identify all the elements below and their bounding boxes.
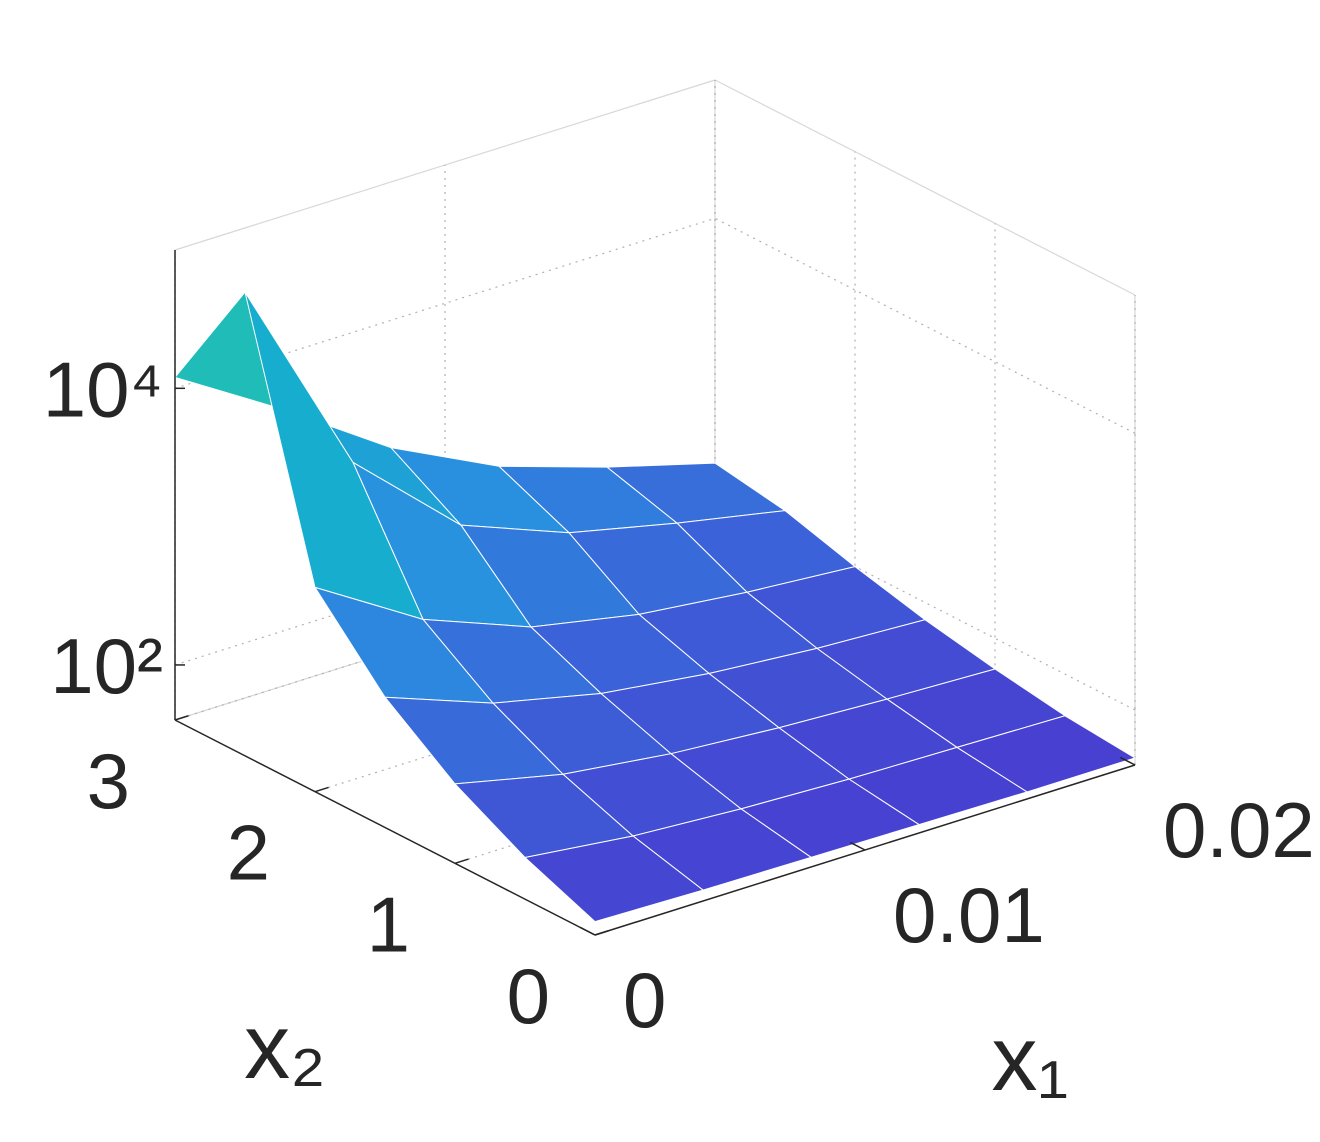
tick-mark <box>849 841 866 851</box>
x1-tick-label: 0.02 <box>1163 786 1315 874</box>
box-edge <box>174 79 716 251</box>
tick-mark <box>314 786 329 793</box>
x2-tick-label: 3 <box>87 737 130 825</box>
x2-tick-label: 1 <box>367 880 410 968</box>
tick-mark <box>174 715 189 721</box>
x1-tick-label: 0 <box>623 956 666 1044</box>
tick-mark <box>594 930 609 936</box>
z-tick-label: 10² <box>50 622 163 710</box>
x2-tick-label: 2 <box>227 809 270 897</box>
surface-patch <box>524 835 704 923</box>
tick-mark <box>454 858 469 865</box>
grid-line <box>714 217 1136 434</box>
tick-mark <box>579 926 596 936</box>
x2-axis <box>174 719 596 936</box>
box-edge <box>714 79 1136 296</box>
x1-tick-label: 0.01 <box>893 871 1045 959</box>
tick-mark <box>1119 756 1136 766</box>
x1-axis-label: x₁ <box>991 1008 1068 1110</box>
z-tick-label: 10⁴ <box>43 345 163 433</box>
x2-tick-label: 0 <box>507 952 550 1040</box>
x2-axis-label: x₂ <box>244 996 326 1098</box>
